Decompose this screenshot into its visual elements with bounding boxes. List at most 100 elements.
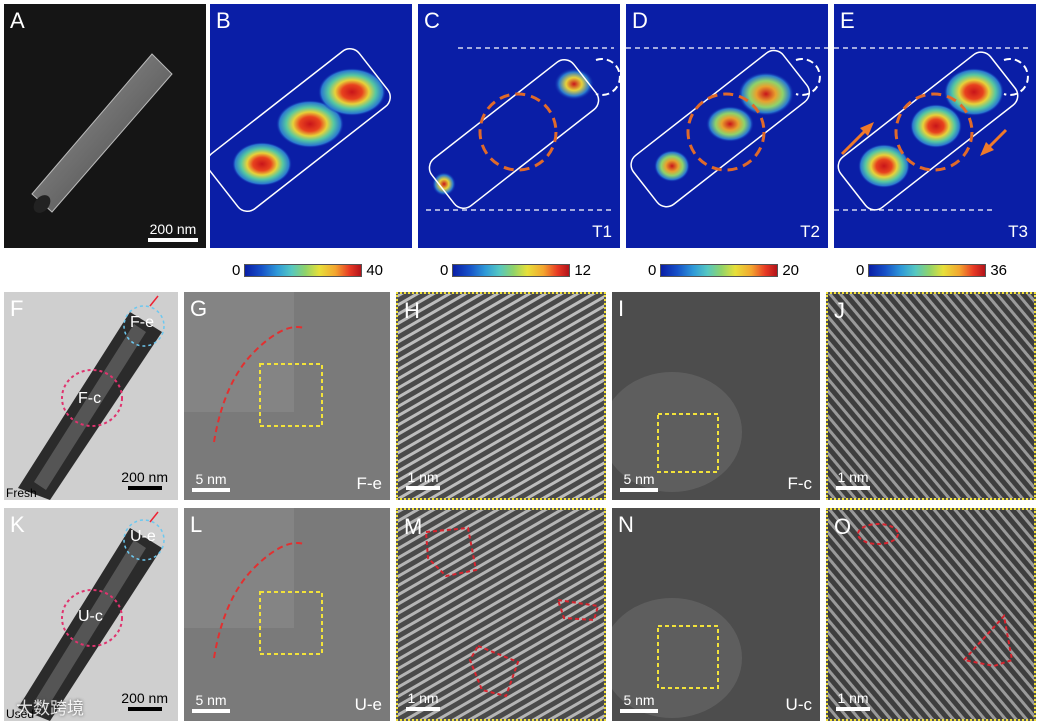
scale-bar-line [406,486,440,490]
scale-bar: 1 nm [406,469,440,490]
colorbar-d: 0 20 [648,262,799,279]
watermark-text: 大数跨境 [16,699,84,718]
region-tag: U-e [354,695,382,714]
panel-c-map: C T1 [418,4,620,248]
panel-label: H [404,298,420,323]
panel-label: A [10,8,25,33]
colorbar-min: 0 [440,262,449,279]
hrtem-edge-used [184,508,390,721]
time-tag: T1 [592,222,612,241]
scale-bar-text: 200 nm [121,690,168,706]
lattice-fresh-center [828,294,1034,498]
colorbar-min: 0 [232,262,241,279]
scale-bar-text: 200 nm [149,221,197,237]
scale-bar-line [620,709,658,713]
scale-bar: 5 nm [192,471,230,492]
scale-bar-text: 1 nm [407,690,439,706]
colorbar-gradient [452,264,571,277]
panel-j-zoom: J 1 nm [826,292,1036,500]
region-tag: F-c [787,474,812,493]
scale-bar-text: 5 nm [623,692,655,708]
panel-label: M [404,514,423,539]
panel-label: E [840,8,855,33]
scale-bar: 5 nm [192,692,230,713]
panel-m-zoom: M 1 nm [396,508,606,721]
panel-i-hrtem: I 5 nm F-c [612,292,820,500]
panel-l-hrtem: L 5 nm U-e [184,508,390,721]
tem-nanotube-fresh [18,295,165,500]
colorbar-max: 20 [782,262,800,279]
colorbar-c: 0 12 [440,262,591,279]
panel-label: O [834,514,852,539]
panel-n-hrtem: N 5 nm U-c [612,508,820,721]
lattice-used-edge [398,510,604,719]
panel-f-tem: F F-e F-c 200 nm Fresh [4,292,178,500]
region-edge-label: F-e [130,314,154,331]
panel-e-map: E T3 [834,4,1036,248]
intensity-map-t3 [834,47,1030,211]
colorbar-gradient [244,264,363,277]
colorbar-b: 0 40 [232,262,383,279]
region-tag: F-e [356,474,383,493]
scale-bar: 1 nm [836,690,870,711]
panel-label: C [424,8,440,33]
scale-bar-line [620,488,658,492]
panel-o-zoom: O 1 nm [826,508,1036,721]
panel-label: D [632,8,648,33]
arrow-left-icon [840,122,874,156]
colorbar-min: 0 [648,262,657,279]
colorbar-gradient [660,264,779,277]
scale-bar: 1 nm [406,690,440,711]
region-center-label: U-c [78,608,103,625]
scale-bar-text: 5 nm [195,692,227,708]
colorbar-min: 0 [856,262,865,279]
panel-g-hrtem: G 5 nm F-e [184,292,390,500]
scale-bar-text: 1 nm [837,690,869,706]
scale-bar-line [148,238,198,242]
time-tag: T2 [800,222,820,241]
scale-bar-line [836,486,870,490]
panel-label: G [190,296,208,321]
scale-bar-line [127,486,162,490]
panel-d-map: D T2 [626,4,828,248]
scale-bar-text: 1 nm [837,469,869,485]
panel-label: J [834,298,845,323]
time-tag: T3 [1008,222,1028,241]
scale-bar-line [192,488,230,492]
panel-h-zoom: H 1 nm [396,292,606,500]
lattice-fresh-edge [398,294,604,498]
scale-bar: 5 nm [620,471,658,492]
tem-nanotube-used [18,511,165,721]
panel-a-sem: A 200 nm [4,4,206,248]
scale-bar: 200 nm [121,469,168,490]
scale-bar-text: 5 nm [623,471,655,487]
hrtem-edge-fresh [184,292,390,500]
colorbar-gradient [868,264,987,277]
scale-bar: 5 nm [620,692,658,713]
intensity-map-t1 [426,47,620,211]
panel-label: N [618,512,634,537]
colorbar-max: 40 [366,262,384,279]
hrtem-center-fresh [612,292,820,500]
scale-bar: 200 nm [121,690,168,711]
scale-bar: 1 nm [836,469,870,490]
intensity-map-t2 [626,47,828,208]
sem-nanotube-image [4,4,206,248]
arrow-right-icon [980,128,1008,156]
scale-bar-text: 200 nm [121,469,168,485]
intensity-map-full [210,48,391,213]
scale-bar-line [127,707,162,711]
sample-state-label: Fresh [6,486,37,500]
panel-b-map: B [210,4,412,248]
hrtem-center-used [612,508,820,721]
colorbar-max: 12 [574,262,592,279]
panel-label: I [618,296,625,321]
scale-bar-text: 1 nm [407,469,439,485]
panel-k-tem: K U-e U-c 200 nm Used 大数跨境 [4,508,178,721]
scale-bar-line [192,709,230,713]
panel-label: F [10,296,24,321]
region-edge-label: U-e [130,528,156,545]
scale-bar: 200 nm [148,221,198,242]
lattice-used-center [828,510,1034,719]
colorbar-max: 36 [990,262,1008,279]
